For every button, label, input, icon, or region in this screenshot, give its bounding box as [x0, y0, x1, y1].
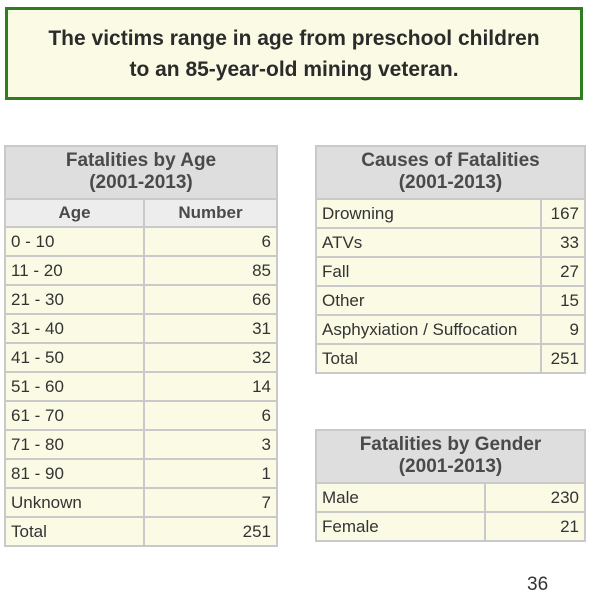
- gender-table-value-cell: 21: [486, 513, 584, 540]
- age-table-row: 51 - 60 14: [6, 373, 276, 400]
- age-table-label-cell: 0 - 10: [6, 228, 143, 255]
- age-table-value-cell: 6: [145, 402, 276, 429]
- age-table-value-cell: 32: [145, 344, 276, 371]
- age-table-value-cell: 6: [145, 228, 276, 255]
- causes-table: Causes of Fatalities (2001-2013) Drownin…: [315, 145, 586, 374]
- age-table-title: Fatalities by Age (2001-2013): [6, 147, 276, 198]
- age-table-value-cell: 85: [145, 257, 276, 284]
- age-table-row: 81 - 90 1: [6, 460, 276, 487]
- age-table-title-row: Fatalities by Age (2001-2013): [6, 147, 276, 198]
- age-table-row: 71 - 80 3: [6, 431, 276, 458]
- gender-table-value-cell: 230: [486, 484, 584, 511]
- age-table-row: 41 - 50 32: [6, 344, 276, 371]
- age-table-header-row: Age Number: [6, 200, 276, 226]
- age-table: Fatalities by Age (2001-2013) Age Number…: [4, 145, 278, 547]
- age-table-value-cell: 14: [145, 373, 276, 400]
- cause-table-row: Asphyxiation / Suffocation 9: [317, 316, 584, 343]
- headline-banner: The victims range in age from preschool …: [5, 7, 583, 100]
- gender-table-title-line-1: Fatalities by Gender: [359, 434, 542, 455]
- age-column-header: Age: [6, 200, 143, 226]
- cause-table-label-cell: Asphyxiation / Suffocation: [317, 316, 541, 343]
- cause-table-row: ATVs 33: [317, 229, 584, 256]
- gender-table-row: Female 21: [317, 513, 584, 540]
- age-table-label-cell: 11 - 20: [6, 257, 143, 284]
- cause-table-label-cell: Total: [317, 345, 541, 372]
- age-table-row: 21 - 30 66: [6, 286, 276, 313]
- cause-table-row: Other 15: [317, 287, 584, 314]
- age-table-label-cell: 71 - 80: [6, 431, 143, 458]
- cause-table-label-cell: Drowning: [317, 200, 541, 227]
- number-column-header: Number: [145, 200, 276, 226]
- headline-line-2: to an 85-year-old mining veteran.: [129, 57, 459, 81]
- gender-table-body: Male 230 Female 21: [317, 484, 584, 540]
- age-table-value-cell: 1: [145, 460, 276, 487]
- age-table-label-cell: 21 - 30: [6, 286, 143, 313]
- age-table-value-cell: 66: [145, 286, 276, 313]
- causes-table-title-row: Causes of Fatalities (2001-2013): [317, 147, 584, 198]
- age-table-value-cell: 31: [145, 315, 276, 342]
- age-table-row: Unknown 7: [6, 489, 276, 516]
- age-table-title-line-1: Fatalities by Age: [65, 150, 217, 171]
- causes-table-body: Drowning 167 ATVs 33 Fall 27 Other 15 Asphyxiati…: [317, 200, 584, 372]
- gender-table-title-row: Fatalities by Gender (2001-2013): [317, 431, 584, 482]
- cause-table-value-cell: 27: [542, 258, 584, 285]
- cause-table-row: Fall 27: [317, 258, 584, 285]
- gender-table-title-line-2: (2001-2013): [398, 456, 503, 477]
- cause-table-value-cell: 167: [542, 200, 584, 227]
- cause-table-label-cell: ATVs: [317, 229, 541, 256]
- gender-table-row: Male 230: [317, 484, 584, 511]
- cause-table-value-cell: 33: [542, 229, 584, 256]
- cause-table-row: Drowning 167: [317, 200, 584, 227]
- gender-table: Fatalities by Gender (2001-2013) Male 230…: [315, 429, 586, 542]
- age-table-label-cell: 61 - 70: [6, 402, 143, 429]
- cause-table-value-cell: 15: [542, 287, 584, 314]
- gender-table-label-cell: Female: [317, 513, 484, 540]
- gender-table-label-cell: Male: [317, 484, 484, 511]
- age-table-row: Total 251: [6, 518, 276, 545]
- age-table-row: 31 - 40 31: [6, 315, 276, 342]
- age-table-label-cell: Total: [6, 518, 143, 545]
- age-table-label-cell: Unknown: [6, 489, 143, 516]
- cause-table-value-cell: 251: [542, 345, 584, 372]
- headline-line-1: The victims range in age from preschool …: [48, 26, 540, 50]
- age-table-body: 0 - 10 6 11 - 20 85 21 - 30 66 31 - 40 31 41 - 5…: [6, 228, 276, 545]
- age-table-label-cell: 41 - 50: [6, 344, 143, 371]
- cause-table-label-cell: Fall: [317, 258, 541, 285]
- age-table-row: 0 - 10 6: [6, 228, 276, 255]
- page-number: 36: [527, 574, 549, 595]
- age-table-label-cell: 31 - 40: [6, 315, 143, 342]
- age-table-value-cell: 251: [145, 518, 276, 545]
- age-table-value-cell: 3: [145, 431, 276, 458]
- causes-table-title-line-2: (2001-2013): [398, 172, 503, 193]
- age-table-label-cell: 81 - 90: [6, 460, 143, 487]
- age-table-row: 61 - 70 6: [6, 402, 276, 429]
- cause-table-row: Total 251: [317, 345, 584, 372]
- causes-table-title: Causes of Fatalities (2001-2013): [317, 147, 584, 198]
- age-table-label-cell: 51 - 60: [6, 373, 143, 400]
- causes-table-title-line-1: Causes of Fatalities: [361, 150, 540, 171]
- age-table-value-cell: 7: [145, 489, 276, 516]
- age-table-row: 11 - 20 85: [6, 257, 276, 284]
- cause-table-label-cell: Other: [317, 287, 541, 314]
- cause-table-value-cell: 9: [542, 316, 584, 343]
- age-table-title-line-2: (2001-2013): [89, 172, 193, 193]
- gender-table-title: Fatalities by Gender (2001-2013): [317, 431, 584, 482]
